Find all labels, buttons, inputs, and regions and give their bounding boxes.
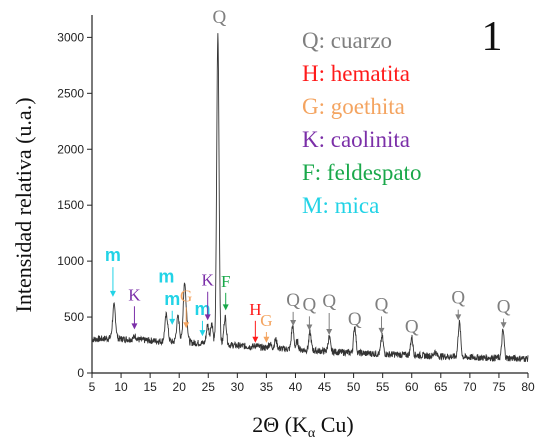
peak-label-k: K [128,285,141,304]
x-tick-label: 80 [521,380,535,394]
peak-arrow-head [263,336,270,343]
peak-label-q: Q [497,297,511,318]
peak-arrow-head [204,314,211,321]
x-tick-label: 60 [405,380,419,394]
peak-label-q: Q [303,294,317,315]
y-tick-label: 1000 [57,254,84,268]
peak-arrow-head [169,318,176,325]
x-tick-label: 10 [114,380,128,394]
peak-label-q: Q [286,290,300,311]
legend-entry: M: mica [302,193,379,218]
x-tick-label: 65 [434,380,448,394]
y-tick-label: 0 [77,366,84,380]
peak-arrow-head [222,304,229,311]
peak-label-q: Q [375,294,389,315]
peak-arrow-head [183,322,190,329]
axes: 5 10 15 20 25 30 35 40 45 50 55 60 65 70 75 80 0 500 1000 1… [57,15,535,394]
x-tick-label: 55 [376,380,390,394]
legend-entry: G: goethita [302,94,405,119]
panel-label: 1 [482,14,503,60]
peak-arrow-head [109,290,116,297]
x-axis-label-tail: Cu) [315,412,354,437]
x-axis-label-main: 2Θ (K [252,412,308,437]
x-tick-label: 25 [202,380,216,394]
peak-label-f: F [221,272,230,291]
x-tick-label: 20 [173,380,187,394]
y-axis-label: Intensidad relativa (u.a.) [11,97,36,312]
peak-label-m: m [105,245,121,265]
peak-arrow-head [306,324,313,331]
legend-entry: H: hematita [302,61,410,86]
legend-entry: F: feldespato [302,160,421,185]
x-tick-label: 75 [492,380,506,394]
y-tick-label: 1500 [57,198,84,212]
x-tick-label: 50 [347,380,361,394]
peak-label-m: m [194,299,210,319]
peak-label-q: Q [348,309,362,330]
diffractogram-trace [91,33,529,363]
peak-label-h: H [249,300,261,319]
peak-arrow-head [378,327,385,334]
peak-label-q: Q [212,7,226,28]
legend-entry: Q: cuarzo [302,28,392,53]
x-tick-label: 45 [318,380,332,394]
x-tick-label: 5 [89,380,96,394]
peak-label-g: G [180,286,192,305]
peak-arrow-head [500,322,507,329]
y-tick-label: 2500 [57,86,84,100]
x-axis-label: 2Θ (Kα Cu) [252,412,353,441]
peak-arrow-head [252,336,259,343]
x-tick-label: 15 [143,380,157,394]
y-tick-label: 3000 [57,30,84,44]
y-tick-label: 2000 [57,142,84,156]
x-tick-label: 35 [260,380,274,394]
legend-entry: K: caolinita [302,127,410,152]
peak-arrow-head [455,314,462,321]
peak-label-k: K [202,271,215,290]
x-tick-label: 40 [289,380,303,394]
peak-label-m: m [158,266,174,286]
x-tick-label: 30 [231,380,245,394]
peak-label-g: G [260,311,272,330]
x-tick-label: 70 [463,380,477,394]
peak-label-q: Q [451,288,465,309]
peak-arrow-head [326,328,333,335]
peak-arrow-head [131,323,138,330]
y-tick-label: 500 [64,310,84,324]
x-axis-label-subscript: α [308,426,316,441]
peak-label-q: Q [322,291,336,312]
peak-arrow-head [290,320,297,327]
peak-label-q: Q [405,317,419,338]
peak-arrow-head [199,330,206,337]
peak-label-m: m [164,289,180,309]
legend: Q: cuarzo H: hematita G: goethita K: caolin… [302,28,421,218]
diffraction-line [91,33,529,363]
